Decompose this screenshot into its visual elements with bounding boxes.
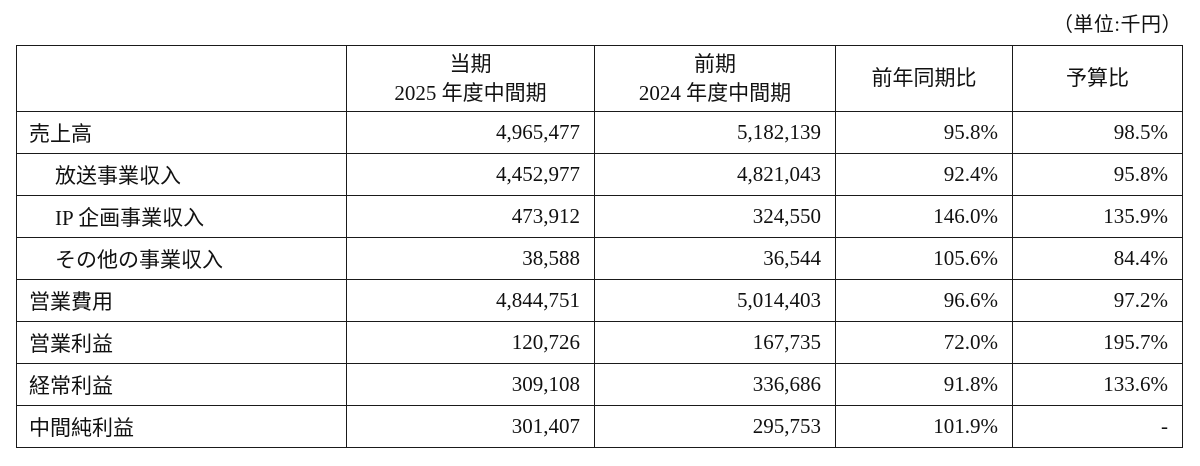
budget-ratio-value: 97.2% <box>1012 279 1183 322</box>
budget-ratio-value: 135.9% <box>1012 195 1183 238</box>
header-current-period: 当期 2025 年度中間期 <box>346 45 595 112</box>
header-previous-period-subtitle: 2024 年度中間期 <box>638 80 792 105</box>
previous-value: 336,686 <box>594 363 836 406</box>
current-value: 4,965,477 <box>346 111 595 154</box>
header-previous-period-title: 前期 <box>694 52 736 77</box>
current-value: 120,726 <box>346 321 595 364</box>
previous-value: 4,821,043 <box>594 153 836 196</box>
yoy-ratio-value: 101.9% <box>835 405 1013 448</box>
previous-value: 5,014,403 <box>594 279 836 322</box>
budget-ratio-value: - <box>1012 405 1183 448</box>
previous-value: 36,544 <box>594 237 836 280</box>
current-value: 309,108 <box>346 363 595 406</box>
yoy-ratio-value: 96.6% <box>835 279 1013 322</box>
table-row-operating-expenses: 営業費用 4,844,751 5,014,403 96.6% 97.2% <box>16 279 1183 322</box>
row-label: 営業利益 <box>16 321 347 364</box>
yoy-ratio-value: 72.0% <box>835 321 1013 364</box>
table-row-net-sales: 売上高 4,965,477 5,182,139 95.8% 98.5% <box>16 111 1183 154</box>
table-row-ordinary-profit: 経常利益 309,108 336,686 91.8% 133.6% <box>16 363 1183 406</box>
previous-value: 167,735 <box>594 321 836 364</box>
current-value: 301,407 <box>346 405 595 448</box>
table-row-broadcast-revenue: 放送事業収入 4,452,977 4,821,043 92.4% 95.8% <box>16 153 1183 196</box>
table-header-row: 当期 2025 年度中間期 前期 2024 年度中間期 前年同期比 予算比 <box>16 45 1183 112</box>
header-budget-ratio: 予算比 <box>1012 45 1183 112</box>
table-row-other-revenue: その他の事業収入 38,588 36,544 105.6% 84.4% <box>16 237 1183 280</box>
row-label: その他の事業収入 <box>16 237 347 280</box>
budget-ratio-value: 84.4% <box>1012 237 1183 280</box>
unit-label: （単位:千円） <box>1052 14 1182 36</box>
row-label: 経常利益 <box>16 363 347 406</box>
yoy-ratio-value: 95.8% <box>835 111 1013 154</box>
current-value: 473,912 <box>346 195 595 238</box>
header-previous-period: 前期 2024 年度中間期 <box>594 45 836 112</box>
yoy-ratio-value: 92.4% <box>835 153 1013 196</box>
row-label: 売上高 <box>16 111 347 154</box>
current-value: 38,588 <box>346 237 595 280</box>
yoy-ratio-value: 105.6% <box>835 237 1013 280</box>
table-row-interim-net-profit: 中間純利益 301,407 295,753 101.9% - <box>16 405 1183 448</box>
row-label: 中間純利益 <box>16 405 347 448</box>
row-label: IP 企画事業収入 <box>16 195 347 238</box>
row-label: 営業費用 <box>16 279 347 322</box>
row-label: 放送事業収入 <box>16 153 347 196</box>
budget-ratio-value: 95.8% <box>1012 153 1183 196</box>
previous-value: 324,550 <box>594 195 836 238</box>
budget-ratio-value: 98.5% <box>1012 111 1183 154</box>
header-yoy-ratio: 前年同期比 <box>835 45 1013 112</box>
header-label-column <box>16 45 347 112</box>
table-row-operating-profit: 営業利益 120,726 167,735 72.0% 195.7% <box>16 321 1183 364</box>
yoy-ratio-value: 146.0% <box>835 195 1013 238</box>
table-row-ip-planning-revenue: IP 企画事業収入 473,912 324,550 146.0% 135.9% <box>16 195 1183 238</box>
budget-ratio-value: 133.6% <box>1012 363 1183 406</box>
previous-value: 5,182,139 <box>594 111 836 154</box>
header-current-period-subtitle: 2025 年度中間期 <box>394 80 547 105</box>
current-value: 4,844,751 <box>346 279 595 322</box>
previous-value: 295,753 <box>594 405 836 448</box>
budget-ratio-value: 195.7% <box>1012 321 1183 364</box>
yoy-ratio-value: 91.8% <box>835 363 1013 406</box>
header-current-period-title: 当期 <box>449 52 492 77</box>
current-value: 4,452,977 <box>346 153 595 196</box>
financial-summary-table: 当期 2025 年度中間期 前期 2024 年度中間期 前年同期比 予算比 売上… <box>16 45 1183 448</box>
